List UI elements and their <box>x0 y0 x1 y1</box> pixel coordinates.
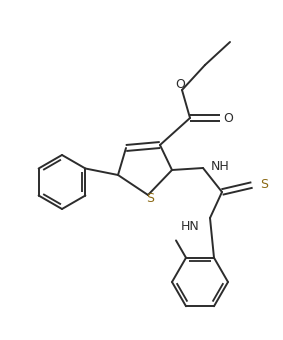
Text: O: O <box>223 112 233 124</box>
Text: NH: NH <box>211 159 230 172</box>
Text: S: S <box>260 177 268 190</box>
Text: O: O <box>175 79 185 91</box>
Text: HN: HN <box>181 220 200 233</box>
Text: S: S <box>146 191 154 204</box>
